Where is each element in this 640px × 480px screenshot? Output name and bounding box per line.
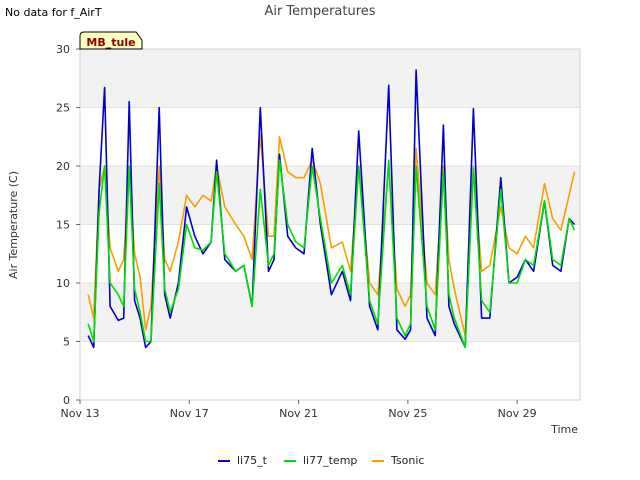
x-axis: Nov 13 Nov 17 Nov 21 Nov 25 Nov 29	[61, 400, 537, 420]
grid-band	[80, 107, 580, 166]
y-tick-label: 15	[56, 219, 70, 232]
no-data-notice: No data for f_AirT	[5, 6, 102, 19]
chart-title: Air Temperatures	[264, 4, 375, 19]
legend-label: li75_t	[237, 454, 268, 467]
y-tick-label: 0	[63, 394, 70, 407]
y-tick-label: 25	[56, 102, 70, 115]
y-tick-label: 5	[63, 336, 70, 349]
y-tick-label: 20	[56, 160, 70, 173]
y-axis: 0 5 10 15 20 25 30	[56, 43, 80, 407]
site-label-box: MB_tule	[79, 31, 143, 50]
legend-label: Tsonic	[390, 454, 424, 467]
y-axis-label: Air Temperature (C)	[7, 171, 20, 279]
x-tick-label: Nov 13	[61, 407, 100, 420]
legend-label: li77_temp	[303, 454, 357, 467]
x-tick-label: Nov 21	[279, 407, 318, 420]
series-lines	[87, 69, 576, 349]
x-tick-label: Nov 17	[170, 407, 209, 420]
x-tick-label: Nov 29	[498, 407, 537, 420]
series-line-Tsonic	[87, 133, 576, 337]
site-label: MB_tule	[86, 36, 135, 49]
grid-band	[80, 341, 580, 400]
y-tick-label: 30	[56, 43, 70, 56]
x-axis-label: Time	[550, 423, 578, 436]
x-tick-label: Nov 25	[388, 407, 427, 420]
y-tick-label: 10	[56, 277, 70, 290]
grid-band	[80, 166, 580, 225]
series-line-li77-temp	[87, 159, 576, 349]
legend: li75_t li77_temp Tsonic	[218, 454, 424, 467]
grid-band	[80, 49, 580, 108]
grid-band	[80, 283, 580, 342]
